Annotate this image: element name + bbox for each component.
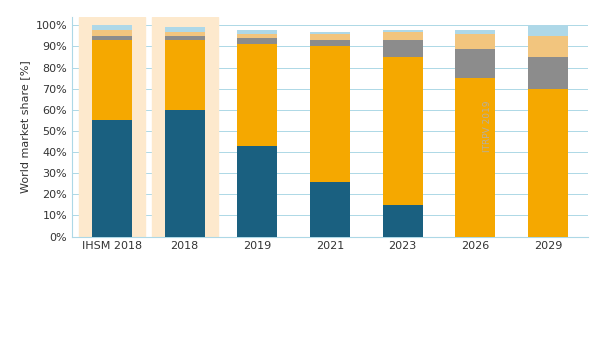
Bar: [455, 30, 496, 34]
Bar: [528, 57, 568, 89]
Bar: [383, 40, 422, 57]
Bar: [92, 30, 132, 36]
Bar: [383, 30, 422, 32]
Bar: [455, 34, 496, 49]
Bar: [455, 78, 496, 237]
Bar: [92, 36, 132, 40]
Bar: [238, 146, 277, 237]
Bar: [164, 110, 205, 237]
Y-axis label: World market share [%]: World market share [%]: [20, 61, 30, 193]
Bar: [164, 32, 205, 36]
Bar: [238, 34, 277, 38]
Bar: [92, 40, 132, 120]
Bar: [152, 17, 218, 237]
Bar: [310, 47, 350, 182]
Bar: [528, 89, 568, 237]
Bar: [164, 27, 205, 32]
Bar: [238, 30, 277, 34]
Bar: [383, 57, 422, 205]
Bar: [528, 25, 568, 36]
Bar: [310, 40, 350, 47]
Text: ITRPV 2019: ITRPV 2019: [483, 101, 492, 152]
Bar: [79, 17, 145, 237]
Bar: [528, 36, 568, 57]
Bar: [455, 49, 496, 78]
Bar: [238, 38, 277, 44]
Bar: [92, 25, 132, 30]
Bar: [310, 32, 350, 34]
Bar: [238, 44, 277, 146]
Bar: [310, 182, 350, 237]
Bar: [383, 205, 422, 237]
Bar: [164, 36, 205, 40]
Bar: [164, 40, 205, 110]
Text: IHS Markit data: IHS Markit data: [325, 92, 335, 162]
Bar: [383, 32, 422, 40]
Bar: [310, 34, 350, 40]
Bar: [92, 120, 132, 237]
